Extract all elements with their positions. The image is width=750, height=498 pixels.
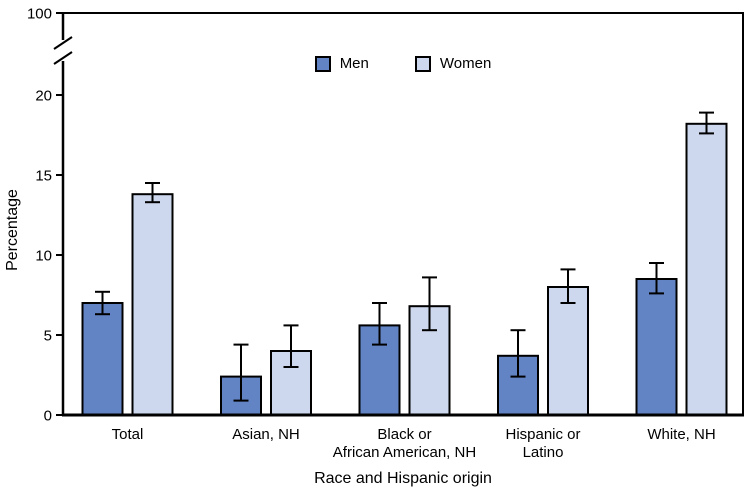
- bar-women-1: [270, 350, 312, 416]
- x-category-label-line: Asian, NH: [232, 426, 300, 443]
- axis-break-slash: [53, 36, 73, 50]
- y-tick-label: 10: [35, 247, 52, 264]
- axis-break-slash: [53, 51, 73, 65]
- y-tick-label: 20: [35, 87, 52, 104]
- x-category-label-3: Hispanic or Latino: [448, 426, 638, 462]
- y-tick-label: 5: [44, 327, 52, 344]
- x-category-label-4: White, NH: [587, 426, 750, 444]
- bar-men-4: [635, 278, 678, 416]
- men-series-swatch-icon: [314, 55, 331, 72]
- legend-item-women: Women: [414, 55, 492, 72]
- bar-men-0: [81, 302, 124, 416]
- legend-label-men: Men: [339, 55, 369, 72]
- bar-women-0: [131, 193, 174, 416]
- x-category-label-line: Total: [111, 426, 144, 443]
- bar-women-4: [685, 122, 728, 417]
- legend: Men Women: [63, 55, 743, 72]
- legend-item-men: Men: [314, 55, 369, 72]
- legend-label-women: Women: [439, 55, 492, 72]
- y-tick-label: 0: [44, 407, 52, 424]
- x-category-label-line: Black or: [377, 426, 432, 443]
- x-category-label-line: Latino: [522, 444, 564, 461]
- x-category-label-line: African American, NH: [332, 444, 477, 461]
- y-tick-label: 15: [35, 167, 52, 184]
- bar-women-3: [547, 286, 589, 416]
- y-tick-label: 100: [27, 5, 52, 22]
- x-category-label-0: Total: [33, 426, 223, 444]
- x-category-label-line: Hispanic or: [505, 426, 581, 443]
- women-series-swatch-icon: [414, 55, 431, 72]
- y-axis-title: Percentage: [4, 189, 21, 271]
- x-category-label-line: White, NH: [647, 426, 716, 443]
- x-axis-title: Race and Hispanic origin: [314, 470, 492, 487]
- x-category-label-2: Black or African American, NH: [310, 426, 500, 462]
- x-category-label-1: Asian, NH: [171, 426, 361, 444]
